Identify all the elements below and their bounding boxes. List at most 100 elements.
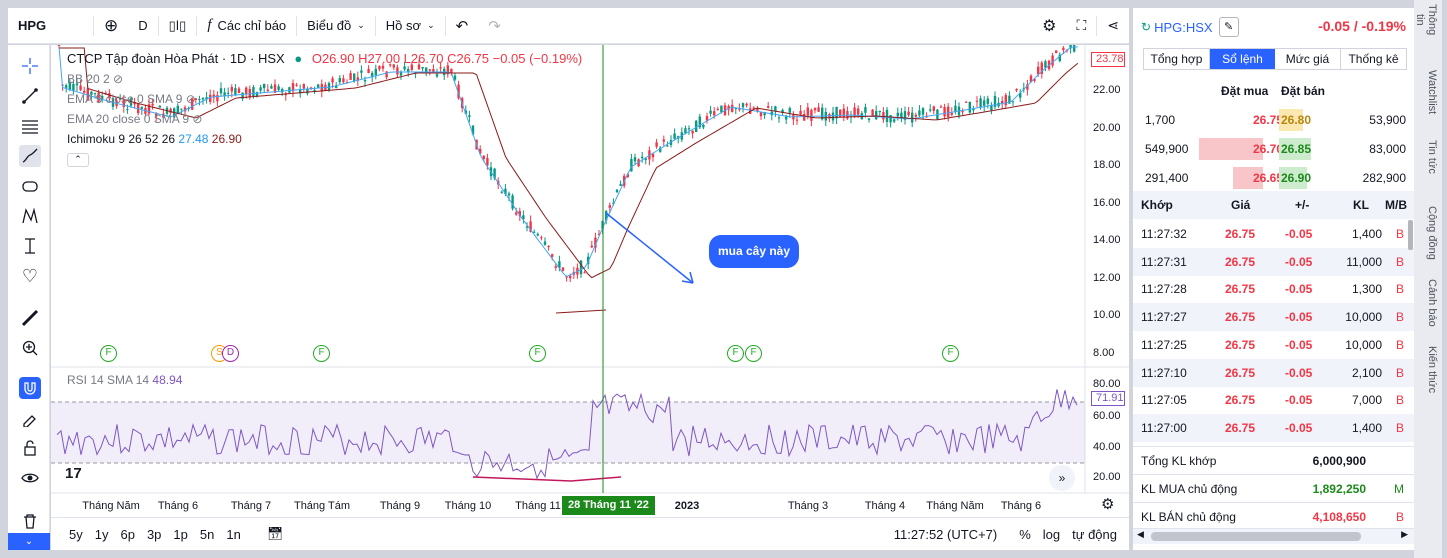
side-tab-alerts[interactable]: Cảnh báo — [1426, 278, 1438, 327]
auto-toggle[interactable]: tự động — [1072, 526, 1117, 542]
summary-flag: M — [1394, 481, 1404, 496]
candle-body — [410, 64, 413, 70]
percent-toggle[interactable]: % — [1019, 526, 1031, 542]
range-1d[interactable]: 1n — [226, 526, 241, 542]
event-marker[interactable]: F — [529, 345, 546, 362]
rsi-legend[interactable]: RSI 14 SMA 14 48.94 — [67, 373, 182, 387]
settings-button[interactable]: ⚙ — [1032, 16, 1066, 36]
chart-settings-button[interactable]: ⚙ — [1101, 495, 1114, 513]
interval-label: D — [138, 18, 148, 33]
indicators-button[interactable]: f Các chỉ báo — [197, 8, 296, 43]
lock-drawing-icon[interactable] — [19, 407, 41, 429]
candle-body — [691, 130, 694, 134]
tab-summary[interactable]: Tổng hợp — [1144, 49, 1210, 69]
range-3m[interactable]: 3p — [146, 526, 162, 542]
ichimoku-legend[interactable]: Ichimoku 9 26 52 26 27.48 26.90 — [67, 132, 242, 146]
side-tabs: Thông tin Watchlist Tin tức Cộng đồng Cả… — [1414, 0, 1442, 558]
interval-button[interactable]: D — [128, 8, 157, 43]
trend-line-icon[interactable] — [19, 85, 41, 107]
event-marker[interactable]: F — [727, 345, 744, 362]
trash-icon[interactable] — [19, 510, 41, 532]
brush-icon[interactable] — [19, 145, 41, 167]
profile-menu-button[interactable]: Hồ sơ ⌄ — [376, 8, 445, 43]
collapse-legend-button[interactable]: ⌃ — [67, 153, 89, 167]
event-marker[interactable]: F — [100, 345, 117, 362]
collapse-toolbar-icon[interactable]: ⌄ — [8, 533, 50, 550]
range-1m[interactable]: 1p — [173, 526, 188, 542]
range-5y[interactable]: 5y — [69, 526, 83, 542]
panel-symbol[interactable]: HPG:HSX — [1154, 19, 1213, 35]
candle-body — [385, 71, 388, 78]
charts-menu-button[interactable]: Biểu đồ ⌄ — [297, 8, 375, 43]
candle-body — [371, 72, 374, 77]
tradingview-logo[interactable]: 17 — [65, 465, 82, 482]
range-5d[interactable]: 5n — [199, 526, 215, 542]
orderbook-row[interactable]: 291,400 26.65 26.90 282,900 — [1133, 164, 1414, 192]
side-tab-info[interactable]: Thông tin — [1414, 4, 1438, 36]
undo-button[interactable]: ↶ — [446, 8, 479, 43]
side-tab-community[interactable]: Cộng đồng — [1426, 205, 1438, 260]
compare-button[interactable]: ⊕ — [94, 8, 128, 43]
eye-icon[interactable] — [19, 467, 41, 489]
trade-volume: 1,300 — [1351, 282, 1382, 297]
tab-orderbook[interactable]: Sổ lệnh — [1210, 49, 1275, 69]
scroll-left-icon[interactable]: ◀ — [1137, 529, 1144, 539]
candle-body — [763, 112, 766, 116]
ruler-icon[interactable] — [19, 307, 41, 329]
chart-area[interactable]: CTCP Tập đoàn Hòa Phát · 1D · HSX ● O26.… — [51, 45, 1129, 517]
eye-off-icon[interactable]: ⊘ — [185, 92, 196, 106]
unlock-icon[interactable] — [19, 437, 41, 459]
panel-tabs: Tổng hợp Sổ lệnh Mức giá Thống kê — [1143, 48, 1407, 70]
price-tick-label: 10.00 — [1093, 309, 1121, 321]
tab-stats[interactable]: Thống kê — [1348, 52, 1399, 66]
tab-price-levels[interactable]: Mức giá — [1275, 49, 1341, 69]
ema9-legend[interactable]: EMA 9 close 0 SMA 9 ⊘ — [67, 92, 196, 106]
vertical-scroll-thumb[interactable] — [1408, 220, 1413, 250]
scroll-thumb[interactable] — [1151, 532, 1361, 541]
change-value: −0.05 (−0.19%) — [492, 51, 583, 66]
shape-icon[interactable] — [19, 175, 41, 197]
heart-icon[interactable]: ♡ — [21, 265, 39, 286]
edit-symbol-icon[interactable]: ✎ — [1218, 17, 1239, 37]
event-marker[interactable]: D — [222, 345, 239, 362]
share-button[interactable]: ⋖ — [1097, 17, 1129, 34]
eye-off-icon[interactable]: ⊘ — [192, 112, 203, 126]
bb-legend[interactable]: BB 20 2 ⊘ — [67, 72, 123, 86]
chart-type-button[interactable]: ▯ǀ▯ — [159, 8, 197, 43]
ema20-legend[interactable]: EMA 20 close 0 SMA 9 ⊘ — [67, 112, 202, 126]
zoom-in-icon[interactable] — [19, 337, 41, 359]
range-6m[interactable]: 6p — [120, 526, 135, 542]
event-marker[interactable]: F — [745, 345, 762, 362]
event-marker[interactable]: F — [942, 345, 959, 362]
event-marker[interactable]: F — [313, 345, 330, 362]
orderbook-row[interactable]: 549,900 26.70 26.85 83,000 — [1133, 135, 1414, 163]
eye-off-icon[interactable]: ⊘ — [113, 72, 124, 86]
side-tab-watchlist[interactable]: Watchlist — [1426, 69, 1438, 115]
log-toggle[interactable]: log — [1042, 526, 1061, 542]
symbol-search[interactable]: HPG — [8, 8, 93, 43]
range-1y[interactable]: 1y — [94, 526, 109, 542]
divider — [93, 15, 94, 36]
chart-canvas[interactable] — [51, 45, 1129, 517]
annotation-bubble[interactable]: mua cây này — [709, 235, 799, 268]
measure-icon[interactable] — [19, 235, 41, 257]
candle-body — [1044, 61, 1047, 68]
scroll-right-icon[interactable]: ▶ — [1401, 529, 1408, 539]
trade-side: B — [1395, 337, 1404, 352]
clock-label[interactable]: 11:27:52 (UTC+7) — [893, 526, 998, 542]
crosshair-icon[interactable] — [19, 55, 41, 77]
side-tab-knowledge[interactable]: Kiến thức — [1426, 346, 1438, 394]
magnet-icon[interactable] — [19, 377, 41, 399]
candle-body — [947, 106, 950, 117]
orderbook-row[interactable]: 1,700 26.75 26.80 53,900 — [1133, 106, 1414, 134]
side-tab-news[interactable]: Tin tức — [1426, 140, 1438, 174]
horizontal-scrollbar[interactable]: ◀ ▶ — [1133, 528, 1414, 544]
redo-button[interactable]: ↷ — [478, 8, 511, 43]
goto-date-button[interactable]: 📅︎ — [261, 526, 290, 542]
pattern-icon[interactable] — [19, 205, 41, 227]
fib-icon[interactable] — [19, 115, 41, 137]
scroll-to-realtime-button[interactable]: » — [1049, 465, 1075, 491]
fullscreen-button[interactable]: ⛶ — [1066, 17, 1096, 34]
candle-body — [504, 188, 507, 195]
trade-price: 26.75 — [1225, 337, 1256, 352]
